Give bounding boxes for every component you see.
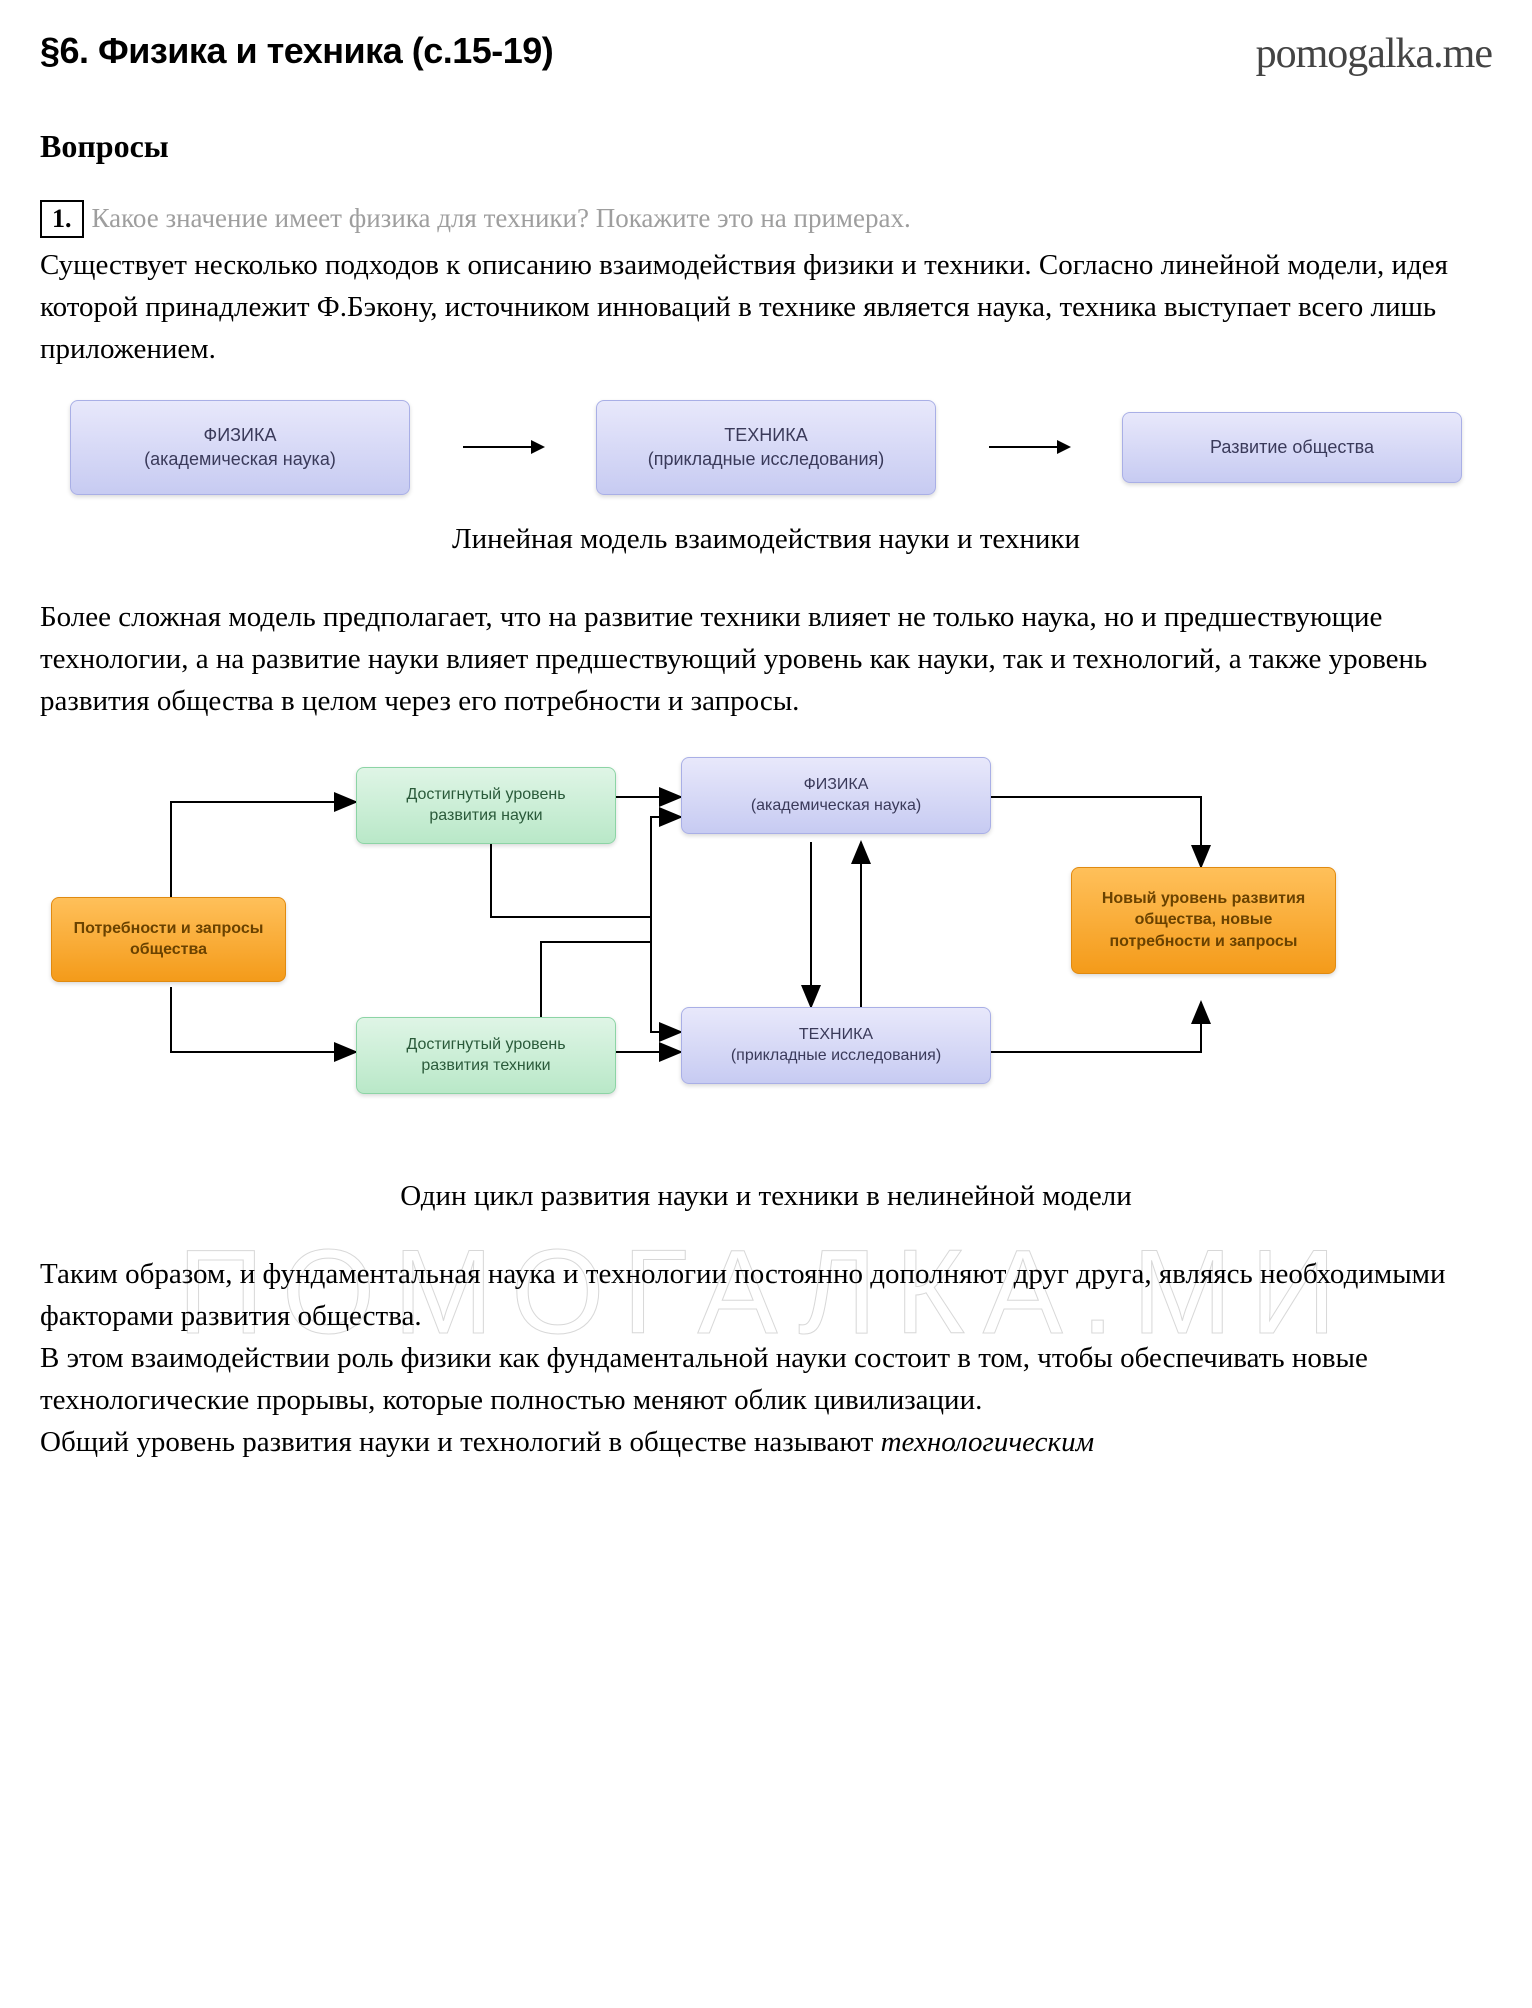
paragraph-2: Более сложная модель предполагает, что н…: [40, 596, 1492, 722]
paragraph-3: Таким образом, и фундаментальная наука и…: [40, 1253, 1492, 1337]
diagram-linear-model: ФИЗИКА (академическая наука) ТЕХНИКА (пр…: [40, 390, 1492, 505]
d2-node-science-level: Достигнутый уровень развития науки: [356, 767, 616, 844]
d2-node-tech-level: Достигнутый уровень развития техники: [356, 1017, 616, 1094]
diagram-nonlinear-model: Потребности и запросы общества Достигнут…: [41, 742, 1491, 1162]
para5-text: Общий уровень развития науки и технологи…: [40, 1426, 881, 1458]
d2-node-title: ФИЗИКА: [696, 774, 976, 796]
d1-node-society: Развитие общества: [1122, 412, 1462, 482]
d1-node-physics: ФИЗИКА (академическая наука): [70, 400, 410, 495]
diagram1-caption: Линейная модель взаимодействия науки и т…: [40, 523, 1492, 556]
paragraph-5: Общий уровень развития науки и технологи…: [40, 1421, 1492, 1463]
d2-node-physics: ФИЗИКА (академическая наука): [681, 757, 991, 834]
d2-node-sub: (прикладные исследования): [696, 1045, 976, 1067]
paragraph-1: Существует несколько подходов к описанию…: [40, 244, 1492, 370]
watermark-top: pomogalka.me: [1256, 30, 1492, 78]
d1-node-title: ТЕХНИКА: [615, 423, 917, 447]
diagram2-caption: Один цикл развития науки и техники в нел…: [40, 1180, 1492, 1213]
d1-node-sub: (академическая наука): [89, 447, 391, 471]
d2-node-sub: (академическая наука): [696, 795, 976, 817]
d2-node-needs: Потребности и запросы общества: [51, 897, 286, 982]
question-prompt: Какое значение имеет физика для техники?…: [92, 203, 911, 234]
para5-italic: технологическим: [881, 1426, 1095, 1458]
d1-node-title: Развитие общества: [1141, 435, 1443, 459]
arrow-icon: [989, 446, 1069, 448]
d2-node-title: ТЕХНИКА: [696, 1024, 976, 1046]
d2-node-new-level: Новый уровень развития общества, новые п…: [1071, 867, 1336, 974]
arrow-icon: [463, 446, 543, 448]
d1-node-technique: ТЕХНИКА (прикладные исследования): [596, 400, 936, 495]
question-number-box: 1.: [40, 200, 84, 238]
d1-node-title: ФИЗИКА: [89, 423, 391, 447]
subheading-questions: Вопросы: [40, 128, 1492, 165]
d1-node-sub: (прикладные исследования): [615, 447, 917, 471]
d2-node-technique: ТЕХНИКА (прикладные исследования): [681, 1007, 991, 1084]
paragraph-4: В этом взаимодействии роль физики как фу…: [40, 1337, 1492, 1421]
section-title: §6. Физика и техника (с.15-19): [40, 30, 553, 72]
